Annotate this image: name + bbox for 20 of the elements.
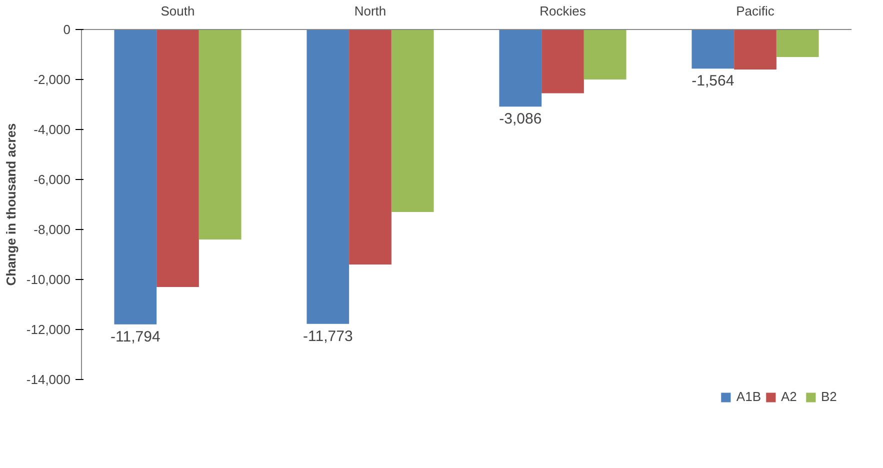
data-label: -11,794 xyxy=(110,328,160,346)
data-label: -1,564 xyxy=(692,72,734,90)
data-label: -11,773 xyxy=(303,328,353,345)
x-tick-label: North xyxy=(354,4,386,18)
legend-label: A2 xyxy=(781,389,798,404)
y-tick-label: -12,000 xyxy=(26,322,71,337)
y-tick-label: 0 xyxy=(63,22,71,37)
y-tick-label: -10,000 xyxy=(26,272,71,287)
y-tick-label: -4,000 xyxy=(34,122,71,137)
y-tick-label: -8,000 xyxy=(34,222,71,237)
x-tick-label: Rockies xyxy=(540,4,586,18)
y-tick-label: -14,000 xyxy=(26,372,71,387)
x-tick-label: Pacific xyxy=(736,4,775,18)
y-tick-label: -6,000 xyxy=(34,172,71,187)
y-tick-label: -2,000 xyxy=(34,72,71,87)
y-axis-title: Change in thousand acres xyxy=(3,123,18,286)
data-label: -3,086 xyxy=(499,110,542,128)
legend-label: A1B xyxy=(736,389,761,404)
x-tick-label: South xyxy=(160,4,195,18)
legend-label: B2 xyxy=(821,389,838,404)
